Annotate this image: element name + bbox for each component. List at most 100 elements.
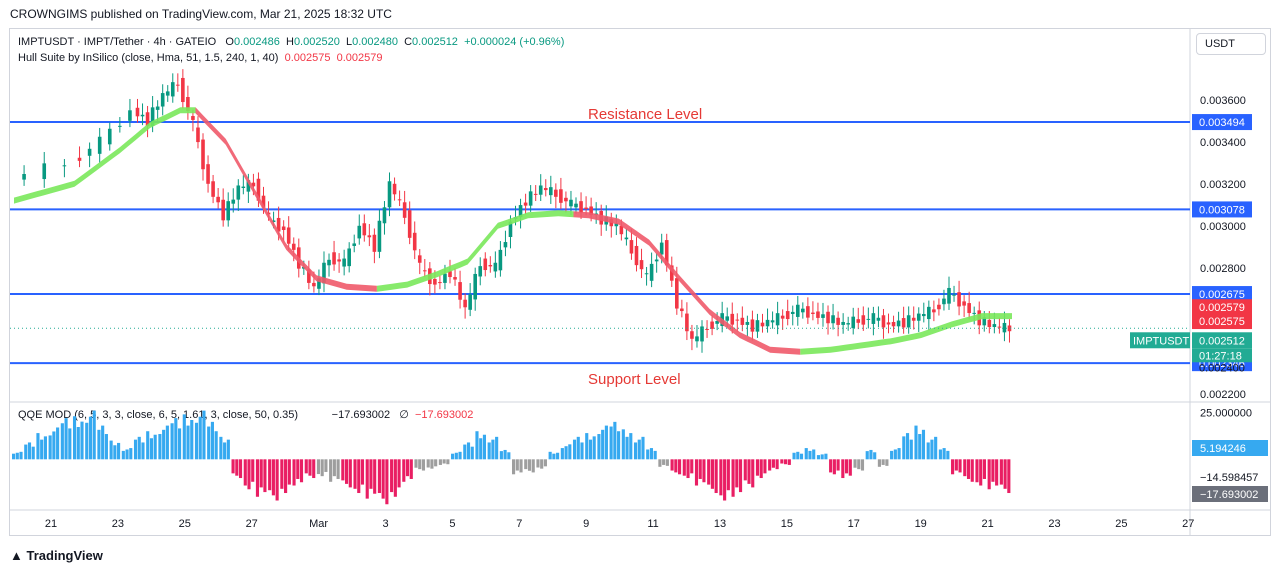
qqe-bar <box>995 459 999 486</box>
candle-body <box>140 114 145 117</box>
candle-body <box>876 317 881 321</box>
qqe-bar <box>507 452 511 460</box>
qqe-bar <box>820 454 824 460</box>
qqe-bar <box>678 459 682 475</box>
y-tick-label: 0.003600 <box>1200 95 1246 107</box>
candle-body <box>629 240 634 254</box>
qqe-bar <box>568 444 572 460</box>
hull-band-up <box>14 107 196 204</box>
candle-body <box>347 248 351 267</box>
qqe-bar <box>975 459 979 483</box>
candle-body <box>846 323 850 325</box>
candle-body <box>816 311 820 318</box>
qqe-bar <box>735 459 739 488</box>
qqe-bar <box>625 436 629 460</box>
candle-body <box>549 187 553 196</box>
candle-body <box>700 326 704 342</box>
candle-body <box>705 328 709 330</box>
candle-body <box>211 181 215 197</box>
qqe-bar <box>804 448 808 460</box>
candle-body <box>170 82 175 97</box>
candle-body <box>307 269 311 283</box>
qqe-bar <box>268 459 272 491</box>
qqe-bar <box>329 459 333 482</box>
level-tag <box>1192 114 1252 131</box>
candle-body <box>453 277 457 280</box>
x-tick-label: 21 <box>981 518 993 530</box>
qqe-bar <box>540 459 544 469</box>
price-tag-label: 0.002512 <box>1199 335 1245 347</box>
candle-body <box>871 313 876 324</box>
qqe-bar <box>243 459 247 486</box>
x-tick-label: 7 <box>516 518 522 530</box>
qqe-bar <box>426 459 430 468</box>
qqe-bar <box>503 449 507 460</box>
candle-body <box>221 199 225 221</box>
symbol-tag <box>1130 332 1190 349</box>
qqe-bar <box>763 459 767 474</box>
qqe-bar <box>442 459 446 464</box>
qqe-bar <box>158 434 162 460</box>
candle-body <box>422 270 427 272</box>
qqe-bar <box>686 459 690 479</box>
y-tick-label: 0.003200 <box>1200 179 1246 191</box>
candle-body <box>206 164 210 184</box>
x-tick-label: 21 <box>45 518 57 530</box>
candle-body <box>811 312 815 314</box>
candle-body <box>765 319 770 327</box>
qqe-bar <box>174 418 178 460</box>
qqe-bar <box>92 410 96 460</box>
candle-body <box>412 232 417 251</box>
qqe-bar <box>357 459 361 494</box>
candle-body <box>22 174 26 180</box>
level-tag-label: 0.003078 <box>1199 204 1245 216</box>
qqe-bar <box>890 450 894 460</box>
candle-body <box>165 91 170 96</box>
symbol-legend[interactable]: IMPTUSDT · IMPT/Tether · 4h · GATEIO O0.… <box>18 36 564 48</box>
qqe-bar <box>390 459 394 493</box>
qqe-bar <box>527 459 532 471</box>
qqe-bar <box>149 438 154 460</box>
candle-body <box>332 252 336 265</box>
qqe-bar <box>576 436 580 460</box>
candle-body <box>735 319 740 321</box>
hull-legend[interactable]: Hull Suite by InSilico (close, Hma, 51, … <box>18 52 383 64</box>
qqe-value-2: −17.693002 <box>414 409 474 421</box>
qqe-empty-icon: ∅ <box>399 409 409 421</box>
qqe-bar <box>194 422 199 460</box>
candle-body <box>135 107 140 117</box>
candle-body <box>906 315 911 328</box>
qqe-bar <box>552 453 556 460</box>
qqe-bar <box>710 459 714 489</box>
qqe-bar <box>210 421 214 460</box>
currency-button[interactable]: USDT <box>1196 33 1266 55</box>
qqe-bar <box>190 419 194 460</box>
qqe-label: QQE MOD (6, 5, 3, 3, close, 6, 5, 1.61, … <box>18 409 299 421</box>
qqe-bar <box>373 459 377 494</box>
x-tick-label: 19 <box>915 518 927 530</box>
qqe-bar <box>641 436 645 460</box>
candle-body <box>911 317 916 321</box>
qqe-bar <box>133 439 138 460</box>
qqe-bar <box>531 459 535 473</box>
qqe-bar <box>816 455 821 460</box>
qqe-bar <box>251 459 255 482</box>
candle-body <box>155 106 160 110</box>
qqe-legend[interactable]: QQE MOD (6, 5, 3, 3, close, 6, 5, 1.61, … <box>18 408 473 421</box>
x-tick-label: 3 <box>382 518 388 530</box>
qqe-bar <box>812 449 816 460</box>
qqe-bar <box>759 459 763 479</box>
candle-body <box>271 220 276 223</box>
qqe-bar <box>601 429 605 460</box>
qqe-bar <box>1003 459 1007 489</box>
candle-body <box>997 326 1002 328</box>
qqe-bar <box>482 434 487 460</box>
qqe-bar <box>658 459 662 467</box>
x-tick-label: 13 <box>714 518 726 530</box>
candle-body <box>488 265 493 267</box>
tradingview-logo: ▲ TradingView <box>10 548 103 563</box>
candle-body <box>806 306 810 318</box>
candle-body <box>236 185 241 200</box>
qqe-bar <box>178 428 182 460</box>
